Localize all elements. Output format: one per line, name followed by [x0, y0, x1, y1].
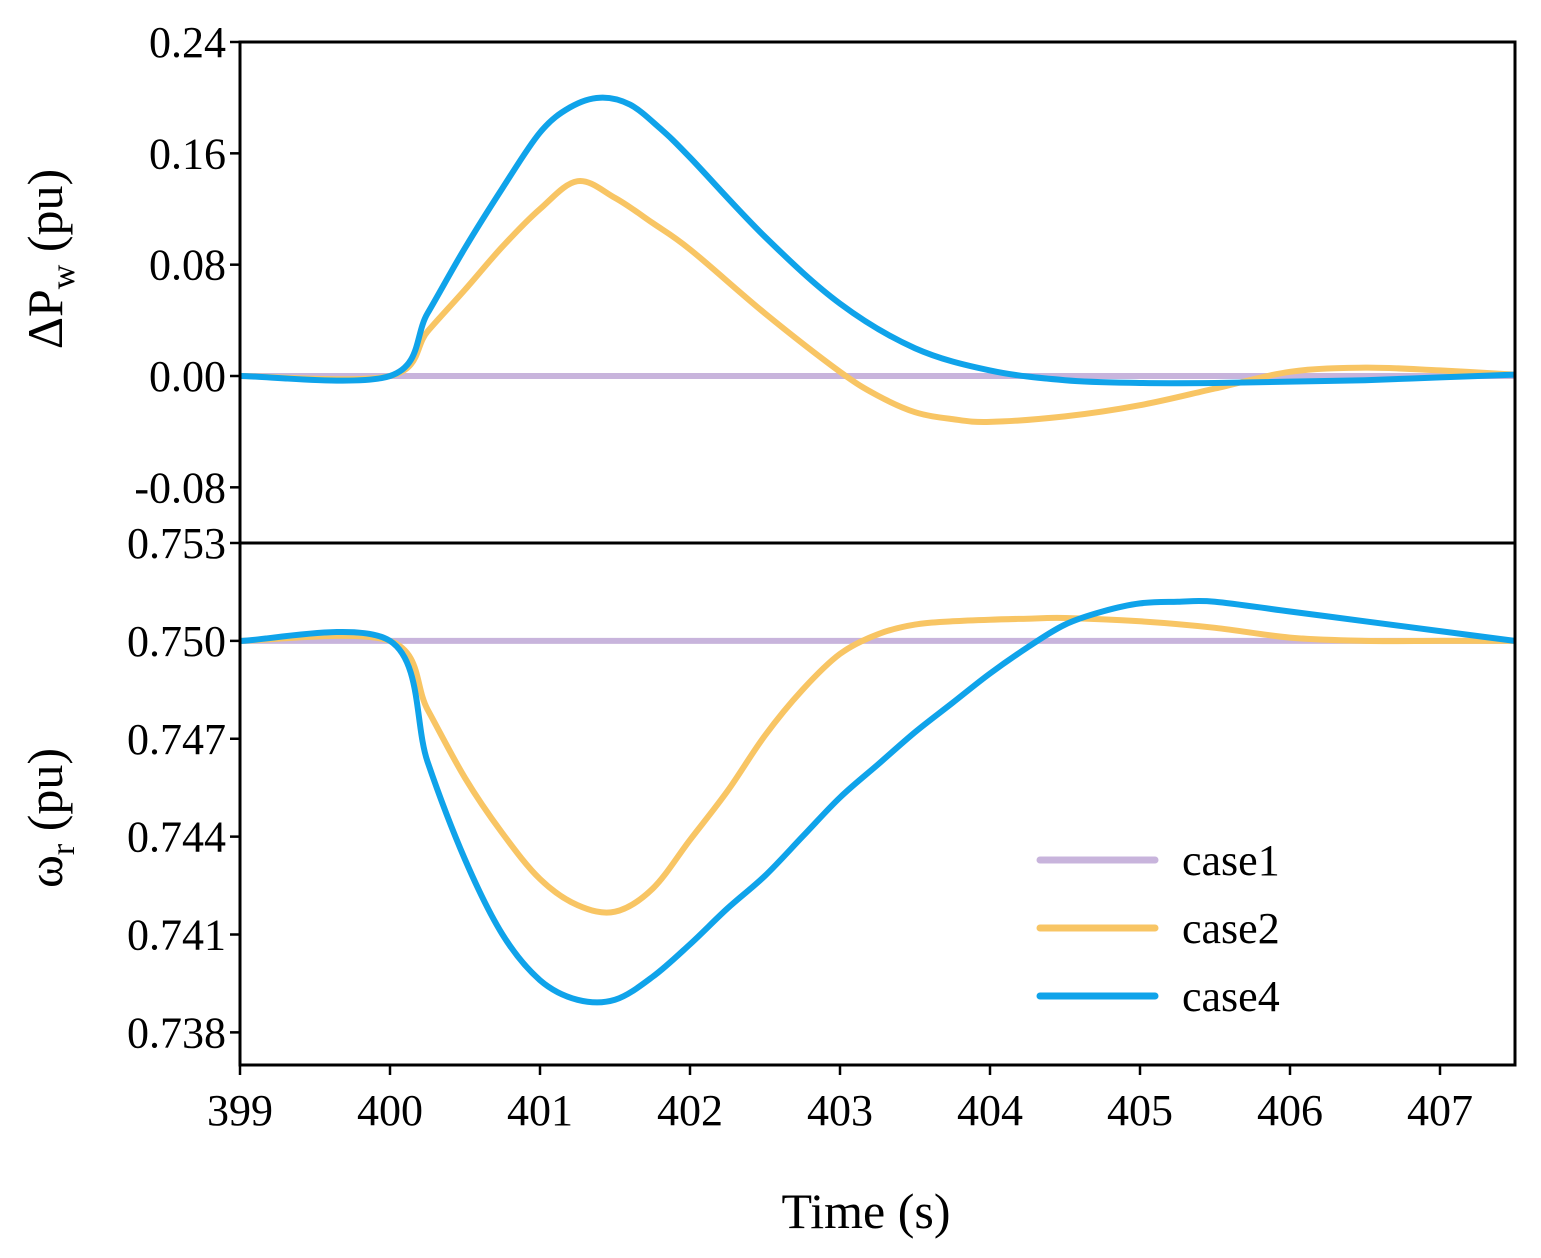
x-axis-label: Time (s) [781, 1183, 950, 1239]
top-y-tick-label: 0.00 [149, 352, 226, 401]
x-tick-label: 400 [357, 1086, 423, 1135]
x-tick-label: 399 [207, 1086, 273, 1135]
x-tick-label: 401 [507, 1086, 573, 1135]
bottom-ylabel-main: ω [17, 855, 73, 888]
x-tick-label: 403 [807, 1086, 873, 1135]
bottom-series-case4 [240, 597, 1515, 1006]
x-tick-label: 406 [1257, 1086, 1323, 1135]
top-series-case4 [240, 94, 1515, 387]
bottom-series-case2 [240, 614, 1515, 916]
bottom-plot-frame [238, 541, 1517, 1067]
top-ylabel-main: ΔP [17, 289, 73, 349]
bottom-y-tick-label: 0.747 [127, 715, 226, 764]
x-tick-label: 407 [1407, 1086, 1473, 1135]
bottom-ylabel-unit: (pu) [17, 748, 73, 844]
legend-label-case2: case2 [1182, 904, 1280, 953]
bottom-ylabel-sub: r [45, 843, 82, 855]
top-y-tick-label: 0.08 [149, 241, 226, 290]
top-ylabel-sub: w [45, 264, 82, 289]
bottom-y-tick-label: 0.753 [127, 519, 226, 568]
bottom-y-tick-label: 0.738 [127, 1008, 226, 1057]
x-tick-label: 404 [957, 1086, 1023, 1135]
legend-label-case1: case1 [1182, 836, 1280, 885]
x-tick-label: 405 [1107, 1086, 1173, 1135]
bottom-y-axis-label: ωr (pu) [17, 748, 82, 888]
bottom-y-tick-label: 0.744 [127, 813, 226, 862]
bottom-y-tick-label: 0.741 [127, 911, 226, 960]
bottom-series-group [240, 597, 1515, 1006]
top-panel: -0.08 0.00 0.08 0.16 0.24 [134, 18, 1517, 545]
top-series-group [240, 94, 1515, 425]
top-y-tick-label: 0.16 [149, 129, 226, 178]
top-y-tick-label: -0.08 [134, 463, 226, 512]
legend-label-case4: case4 [1182, 972, 1280, 1021]
top-y-tick-label: 0.24 [149, 18, 226, 67]
legend: case1 case2 case4 [1036, 836, 1280, 1021]
top-ylabel-unit: (pu) [17, 169, 73, 265]
top-plot-frame [238, 40, 1517, 545]
x-tick-label: 402 [657, 1086, 723, 1135]
bottom-y-tick-label: 0.750 [127, 617, 226, 666]
bottom-panel: 0.738 0.741 0.744 0.747 0.750 0.753 399 400 401 4… [127, 519, 1517, 1135]
top-y-axis-label: ΔPw (pu) [17, 169, 82, 349]
